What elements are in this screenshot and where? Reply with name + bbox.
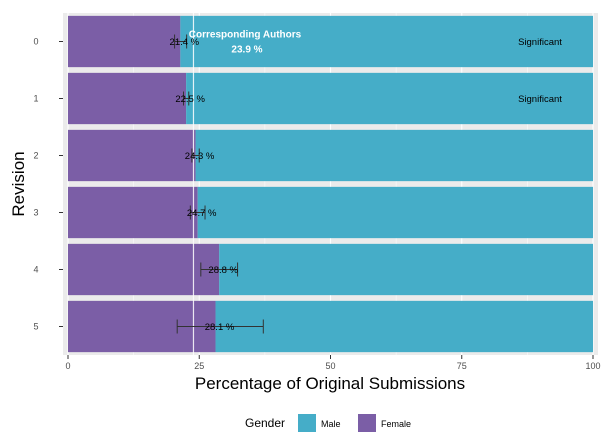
bar-female — [68, 186, 198, 239]
bar-female — [68, 129, 196, 182]
reference-label-title: Corresponding Authors — [189, 30, 302, 41]
bar-male — [195, 129, 593, 182]
bar-value-label: 28.8 % — [208, 265, 238, 276]
bar-value-label: 24.3 % — [185, 151, 215, 162]
significance-label: Significant — [518, 37, 562, 48]
y-tick-label: 4 — [33, 265, 38, 275]
x-tick-label: 25 — [194, 361, 204, 371]
x-tick-label: 0 — [65, 361, 70, 371]
y-tick-label: 2 — [33, 151, 38, 161]
bar-value-label: 22.5 % — [175, 94, 205, 105]
x-axis-title: Percentage of Original Submissions — [195, 374, 465, 393]
bar-female — [68, 15, 181, 68]
y-tick-label: 1 — [33, 94, 38, 104]
grid-layer — [67, 13, 594, 355]
x-tick-label: 100 — [585, 361, 600, 371]
bar-male — [180, 15, 593, 68]
y-axis-title: Revision — [9, 151, 28, 216]
legend-swatch — [358, 414, 376, 432]
bar-value-label: 24.7 % — [187, 208, 217, 219]
error-bar-layer — [174, 34, 264, 334]
legend: Gender Male Female — [245, 414, 411, 432]
x-tick-label: 75 — [457, 361, 467, 371]
legend-entry-label: Male — [321, 419, 341, 429]
y-tick-label: 3 — [33, 208, 38, 218]
legend-entry-label: Female — [381, 419, 411, 429]
bar-female — [68, 243, 220, 296]
bar-male — [215, 300, 593, 353]
label-layer: 21.4 % Significant 22.5 % Significant 24.3 %… — [170, 30, 563, 334]
bar-value-label: 28.1 % — [205, 322, 235, 333]
x-tick-label: 50 — [325, 361, 335, 371]
y-tick-label: 0 — [33, 37, 38, 47]
bar-male — [219, 243, 593, 296]
bar-value-label: 21.4 % — [170, 37, 200, 48]
legend-swatch — [298, 414, 316, 432]
legend-title: Gender — [245, 416, 285, 430]
reference-label-value: 23.9 % — [231, 45, 262, 56]
y-tick-label: 5 — [33, 322, 38, 332]
bar-male — [186, 72, 593, 125]
bar-male — [197, 186, 594, 239]
bar-female — [68, 72, 187, 125]
significance-label: Significant — [518, 94, 562, 105]
